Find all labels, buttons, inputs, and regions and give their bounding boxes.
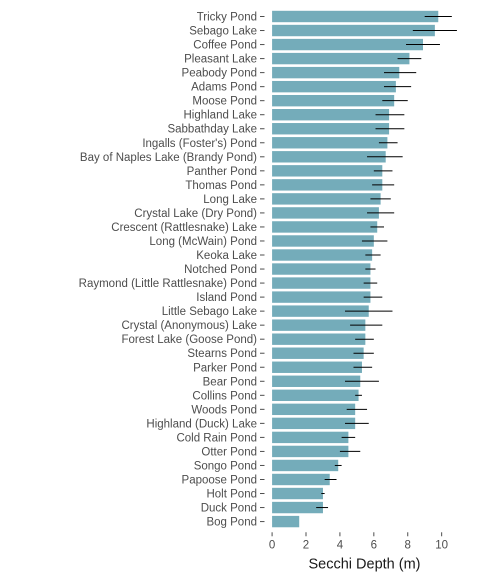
category-label: Parker Pond	[193, 362, 257, 374]
category-label: Bog Pond	[206, 517, 257, 529]
bar	[272, 137, 388, 149]
bar	[272, 109, 390, 121]
x-axis-title: Secchi Depth (m)	[308, 556, 420, 572]
x-tick-label: 2	[303, 539, 309, 551]
category-label: Thomas Pond	[185, 180, 257, 192]
category-label: Adams Pond	[191, 82, 257, 94]
category-label: Little Sebago Lake	[162, 306, 257, 318]
bars-layer	[272, 10, 439, 528]
bar	[272, 389, 359, 402]
category-label: Sabbathday Lake	[167, 124, 257, 136]
bar	[272, 473, 330, 486]
category-label: Coffee Pond	[193, 40, 257, 52]
bar	[272, 24, 435, 37]
bar	[272, 38, 423, 51]
bar	[272, 221, 378, 233]
category-label: Highland Lake	[183, 110, 257, 122]
x-tick-label: 6	[371, 539, 377, 551]
category-label: Crystal (Anonymous) Lake	[122, 320, 258, 332]
bar	[272, 179, 383, 191]
bar	[272, 515, 300, 528]
category-label: Songo Pond	[194, 460, 257, 472]
category-label: Pleasant Lake	[184, 54, 257, 66]
category-label: Peabody Pond	[182, 68, 257, 80]
category-label: Holt Pond	[206, 489, 257, 501]
bar	[272, 431, 349, 444]
x-tick-label: 0	[269, 539, 275, 551]
bar	[272, 333, 366, 345]
x-tick-label: 10	[435, 539, 448, 551]
bar	[272, 52, 410, 65]
category-label: Crescent (Rattlesnake) Lake	[111, 222, 257, 234]
bar	[272, 235, 374, 247]
bar	[272, 445, 349, 458]
bar	[272, 459, 339, 472]
bar	[272, 319, 366, 331]
category-label: Bay of Naples Lake (Brandy Pond)	[80, 152, 257, 164]
bar	[272, 80, 396, 93]
bar	[272, 249, 373, 261]
bar	[272, 487, 323, 500]
x-axis: 0 2 4 6 8 10	[269, 532, 448, 551]
category-label: Collins Pond	[192, 390, 257, 402]
bar	[272, 165, 383, 177]
category-label: Stearns Pond	[187, 348, 257, 360]
bar	[272, 193, 381, 205]
category-label: Ingalls (Foster's) Pond	[142, 138, 257, 150]
bar	[272, 361, 362, 373]
bar	[272, 305, 369, 317]
category-label: Forest Lake (Goose Pond)	[121, 334, 257, 346]
bar	[272, 263, 371, 275]
bar	[272, 123, 390, 135]
bar	[272, 10, 439, 23]
error-bars-layer	[316, 16, 457, 509]
category-label: Moose Pond	[192, 96, 257, 108]
bar	[272, 291, 371, 303]
bar	[272, 417, 356, 430]
bar	[272, 151, 386, 163]
category-label: Notched Pond	[184, 264, 257, 276]
category-label: Long (McWain) Pond	[149, 236, 257, 248]
category-label: Panther Pond	[187, 166, 257, 178]
category-label: Papoose Pond	[182, 474, 257, 486]
bar	[272, 207, 379, 219]
category-label: Raymond (Little Rattlesnake) Pond	[79, 278, 257, 290]
x-tick-label: 8	[405, 539, 411, 551]
category-label: Long Lake	[203, 194, 257, 206]
category-label: Keoka Lake	[196, 250, 257, 262]
category-label: Cold Rain Pond	[176, 432, 257, 444]
x-tick-label: 4	[337, 539, 344, 551]
category-label: Woods Pond	[191, 404, 257, 416]
bar	[272, 94, 395, 107]
category-label: Tricky Pond	[197, 12, 257, 24]
bar	[272, 277, 371, 289]
category-label: Bear Pond	[203, 376, 257, 388]
category-label: Sebago Lake	[189, 26, 257, 38]
bar	[272, 66, 400, 79]
bar	[272, 347, 364, 359]
category-label: Island Pond	[196, 292, 257, 304]
bar	[272, 403, 356, 416]
category-label: Otter Pond	[201, 446, 257, 458]
category-label: Crystal Lake (Dry Pond)	[134, 208, 257, 220]
bar	[272, 375, 361, 387]
category-axis: Tricky Pond Sebago Lake Coffee Pond Pleasan…	[79, 12, 265, 529]
bar	[272, 501, 323, 514]
category-label: Highland (Duck) Lake	[146, 418, 257, 430]
category-label: Duck Pond	[201, 503, 257, 515]
